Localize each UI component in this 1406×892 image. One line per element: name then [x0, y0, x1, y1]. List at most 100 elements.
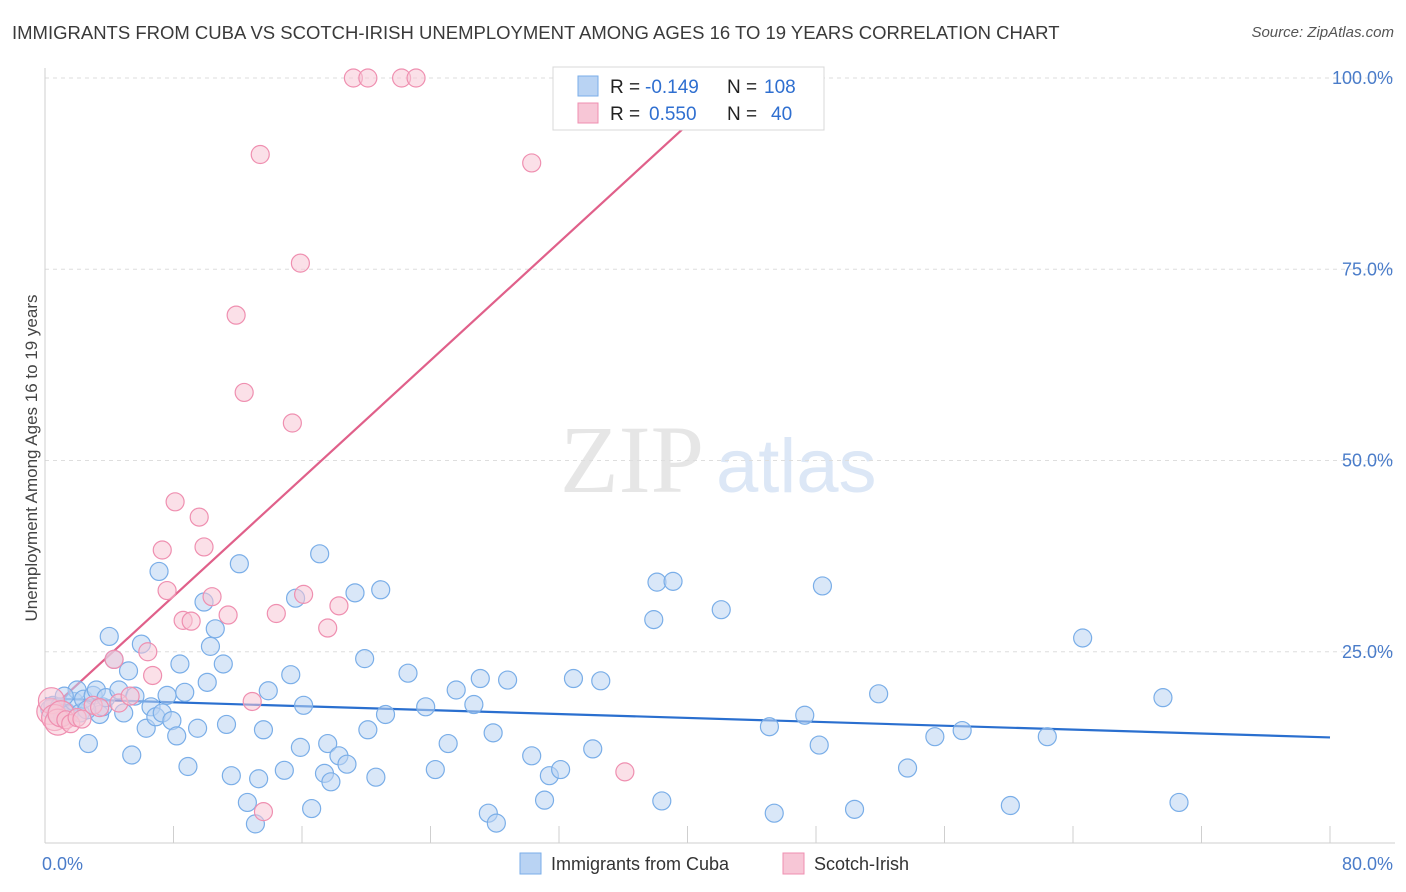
point-scotch — [318, 618, 338, 638]
point-scotch — [157, 580, 177, 601]
point-cuba — [446, 680, 466, 700]
point-cuba — [398, 663, 418, 683]
point-scotch — [138, 642, 158, 662]
point-cuba — [375, 704, 396, 725]
point-scotch — [329, 596, 349, 616]
bottom-legend-label-cuba: Immigrants from Cuba — [551, 854, 730, 874]
point-cuba — [438, 733, 458, 754]
point-cuba — [486, 813, 506, 833]
point-cuba — [175, 682, 195, 702]
point-cuba — [318, 733, 338, 754]
point-cuba — [321, 772, 341, 792]
point-cuba — [371, 580, 391, 600]
point-cuba — [187, 718, 208, 738]
point-cuba — [249, 769, 269, 789]
point-scotch — [189, 507, 209, 527]
point-cuba — [122, 745, 142, 765]
point-cuba — [711, 600, 731, 620]
point-cuba — [498, 670, 518, 690]
point-cuba — [213, 654, 233, 674]
legend-r-value-scotch: 0.550 — [649, 104, 697, 125]
point-cuba — [170, 654, 190, 674]
point-cuba — [583, 739, 603, 759]
point-cuba — [229, 554, 249, 574]
point-scotch — [253, 802, 274, 822]
point-cuba — [99, 626, 119, 647]
point-scotch — [290, 253, 310, 273]
point-cuba — [795, 705, 815, 725]
point-cuba — [310, 544, 330, 564]
point-cuba — [358, 720, 378, 740]
point-scotch — [294, 584, 314, 604]
point-cuba — [216, 714, 237, 735]
point-cuba — [200, 636, 221, 656]
point-cuba — [253, 720, 274, 740]
point-cuba — [470, 668, 490, 689]
point-cuba — [897, 758, 918, 778]
x-tick-label-max: 80.0% — [1342, 854, 1393, 874]
point-cuba — [663, 571, 683, 591]
legend-swatch-cuba — [577, 75, 599, 97]
point-cuba — [118, 661, 139, 681]
point-cuba — [563, 668, 584, 689]
legend-r-label-scotch: R = — [610, 104, 640, 125]
point-scotch — [165, 492, 185, 512]
point-cuba — [759, 717, 780, 737]
point-scotch — [202, 587, 222, 607]
y-axis-label: Unemployment Among Ages 16 to 19 years — [22, 295, 41, 622]
point-scotch — [194, 537, 214, 557]
point-cuba — [197, 672, 217, 692]
point-cuba — [551, 759, 571, 780]
point-cuba — [952, 720, 972, 741]
point-cuba — [237, 792, 257, 813]
point-cuba — [652, 791, 672, 811]
y-tick-label: 75.0% — [1342, 259, 1393, 279]
point-scotch — [104, 649, 124, 670]
point-cuba — [274, 760, 294, 780]
bottom-legend-swatch-cuba — [519, 852, 542, 875]
data-points — [36, 68, 1189, 834]
point-cuba — [78, 733, 98, 754]
point-cuba — [483, 723, 503, 743]
point-cuba — [290, 737, 310, 757]
series-legend: Immigrants from Cuba Scotch-Irish — [519, 852, 909, 875]
point-cuba — [294, 695, 314, 715]
point-cuba — [258, 681, 278, 701]
watermark-zip: ZIP — [560, 406, 704, 513]
legend-swatch-scotch — [577, 102, 599, 124]
point-cuba — [534, 790, 555, 810]
point-scotch — [282, 413, 302, 433]
point-cuba — [205, 619, 225, 639]
point-cuba — [1169, 792, 1189, 813]
point-cuba — [337, 754, 357, 774]
point-cuba — [221, 766, 241, 786]
point-cuba — [1000, 795, 1020, 816]
point-cuba — [345, 583, 365, 603]
point-cuba — [1037, 727, 1057, 747]
point-scotch — [615, 762, 635, 782]
legend-n-value-scotch: 40 — [771, 104, 792, 125]
point-scotch — [181, 611, 201, 631]
point-scotch — [234, 382, 254, 403]
legend-r-value-cuba: -0.149 — [645, 77, 699, 98]
point-scotch — [218, 605, 238, 625]
point-scotch — [250, 144, 270, 165]
point-cuba — [844, 799, 865, 819]
point-cuba — [925, 727, 945, 747]
legend-r-label-cuba: R = — [610, 77, 640, 98]
point-cuba — [869, 684, 889, 704]
legend-n-value-cuba: 108 — [764, 77, 796, 98]
y-tick-label: 25.0% — [1342, 642, 1393, 662]
point-cuba — [1073, 628, 1093, 648]
correlation-legend: R = -0.149 N = 108 R = 0.550 N = 40 — [552, 66, 825, 131]
tick-labels: 25.0% 50.0% 75.0% 100.0% 0.0% 80.0% — [42, 68, 1393, 874]
axes — [44, 68, 1395, 844]
point-cuba — [157, 685, 177, 705]
trend-line-cuba — [44, 697, 1331, 739]
point-scotch — [266, 603, 286, 624]
point-cuba — [355, 649, 375, 669]
point-cuba — [1153, 688, 1173, 708]
point-cuba — [167, 726, 187, 746]
point-cuba — [644, 610, 664, 630]
trend-line-scotch — [52, 122, 690, 708]
